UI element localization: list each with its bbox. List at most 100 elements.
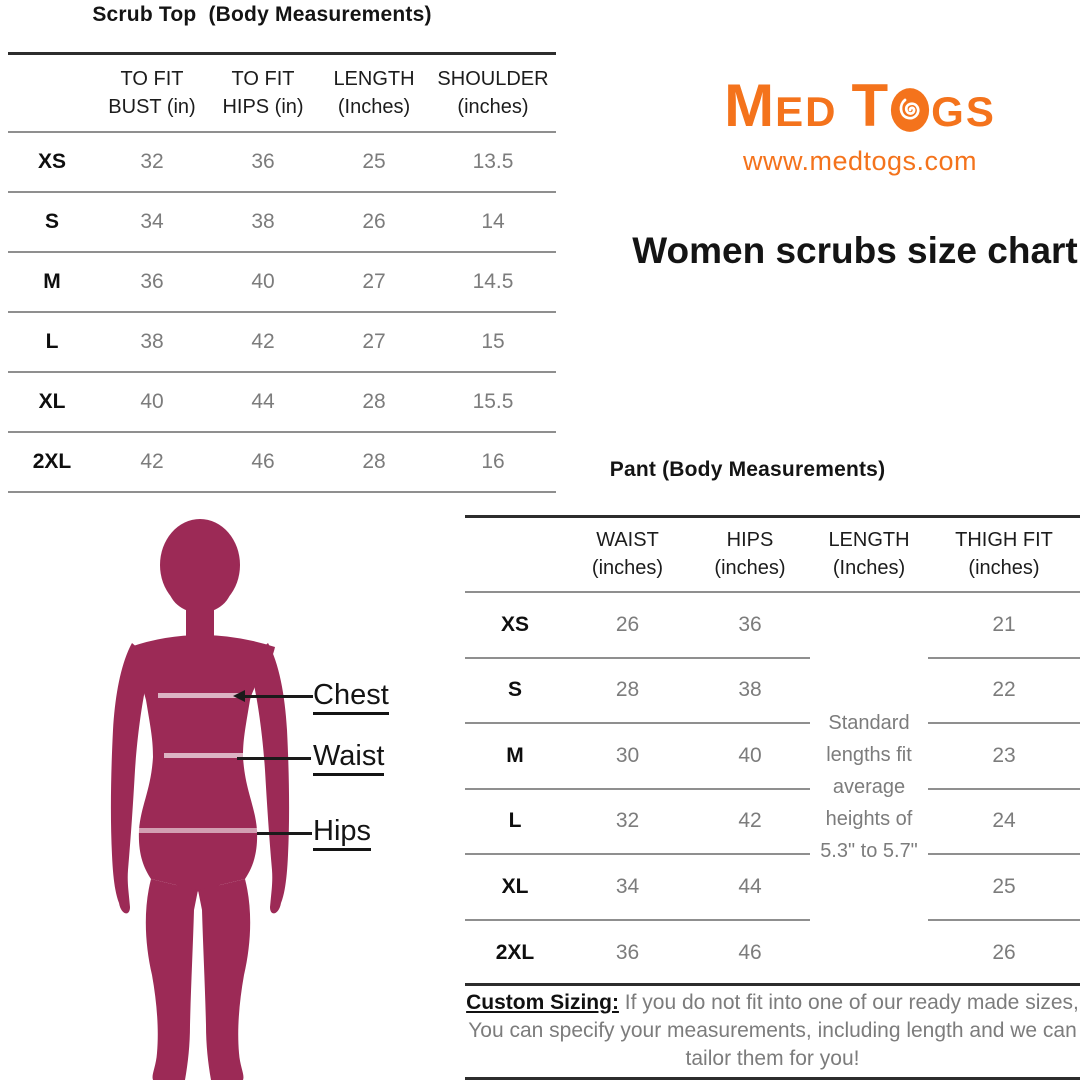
waist-cell: 34 — [565, 855, 690, 921]
hips-pointer-line — [257, 832, 312, 835]
value-cell: 34 — [140, 210, 164, 233]
waist-cell: 32 — [565, 790, 690, 855]
brand-url: www.medtogs.com — [742, 146, 978, 176]
pant-row: M 30 40 23 — [465, 724, 1080, 790]
size-label: XL — [38, 390, 66, 413]
scrub-top-row: S 34 38 26 14 — [8, 193, 556, 253]
hips-cell: 44 — [690, 855, 810, 921]
hips-cell: 38 — [690, 659, 810, 724]
value-cell: 27 — [362, 270, 386, 293]
logo-letter-t: T — [851, 72, 890, 139]
pant-body: XS 26 36 21 S 28 38 22 M 30 40 23 L 32 42 24 XL 34 44 25 2XL… — [465, 593, 1080, 986]
value-cell: 14 — [481, 210, 505, 233]
custom-sizing-text: If you do not fit into one of our ready … — [468, 991, 1079, 1070]
custom-sizing-label: Custom Sizing: — [466, 991, 619, 1014]
scrub-top-table: TO FIT BUST (in) TO FIT HIPS (in) LENGTH (Inc… — [8, 52, 556, 493]
scrub-top-row: 2XL 42 46 28 16 — [8, 433, 556, 493]
pant-title: Pant (Body Measurements) — [609, 458, 886, 481]
value-cell: 16 — [481, 450, 505, 473]
hips-cell: 46 — [738, 941, 762, 965]
value-cell: 44 — [251, 390, 275, 413]
waist-band — [164, 753, 257, 758]
pant-header-row: WAIST (inches) HIPS (inches) LENGTH (Inches) T… — [465, 518, 1080, 593]
size-label: L — [45, 330, 59, 353]
value-cell: 26 — [362, 210, 386, 233]
waist-label: Waist — [313, 740, 385, 776]
pant-row: 2XL 36 46 26 — [465, 921, 1080, 987]
chest-arrow-icon — [233, 690, 245, 702]
value-cell: 42 — [251, 330, 275, 353]
waist-cell: 30 — [565, 724, 690, 790]
scrub-top-body: XS 32 36 25 13.5 S 34 38 26 14 M 36 40 27 14.5 L 38 42 27 1… — [8, 133, 556, 493]
page-title: Women scrubs size chart — [632, 230, 1078, 271]
medtogs-logo: MED T GS — [640, 74, 1080, 154]
logo-letters-ed: ED — [775, 88, 838, 135]
pant-row: XS 26 36 21 — [465, 593, 1080, 659]
value-cell: 27 — [362, 330, 386, 353]
thigh-cell: 26 — [992, 941, 1016, 965]
pant-row: S 28 38 22 — [465, 659, 1080, 724]
custom-sizing-note: Custom Sizing: If you do not fit into on… — [465, 983, 1080, 1080]
pant-header-3: THIGH FIT (inches) — [955, 529, 1053, 579]
scrub-top-header-row: TO FIT BUST (in) TO FIT HIPS (in) LENGTH (Inc… — [8, 55, 556, 133]
value-cell: 25 — [362, 150, 386, 173]
hips-cell: 42 — [690, 790, 810, 855]
length-note: Standard lengths fit average heights of … — [820, 711, 918, 862]
value-cell: 32 — [140, 150, 164, 173]
size-label: 2XL — [495, 941, 535, 965]
value-cell: 15.5 — [472, 390, 514, 413]
thigh-cell: 25 — [928, 855, 1080, 921]
scrub-top-header-1: TO FIT HIPS (in) — [222, 68, 304, 118]
pant-row: XL 34 44 25 — [465, 855, 1080, 921]
scrub-top-row: XS 32 36 25 13.5 — [8, 133, 556, 193]
empty-corner-cell — [465, 526, 565, 591]
value-cell: 40 — [251, 270, 275, 293]
value-cell: 36 — [140, 270, 164, 293]
thigh-cell: 23 — [928, 724, 1080, 790]
value-cell: 13.5 — [472, 150, 514, 173]
chest-pointer-line — [244, 695, 313, 698]
hips-label: Hips — [313, 815, 372, 851]
value-cell: 46 — [251, 450, 275, 473]
size-label: XL — [465, 855, 565, 921]
value-cell: 28 — [362, 390, 386, 413]
pant-row: L 32 42 24 — [465, 790, 1080, 855]
chest-band — [158, 693, 244, 698]
size-label: M — [43, 270, 61, 293]
thigh-cell: 24 — [928, 790, 1080, 855]
waist-pointer-line — [237, 757, 311, 760]
thigh-cell: 21 — [928, 593, 1080, 659]
size-label: 2XL — [32, 450, 72, 473]
scrub-top-row: L 38 42 27 15 — [8, 313, 556, 373]
value-cell: 42 — [140, 450, 164, 473]
logo-letters-gs: GS — [931, 88, 996, 135]
spiral-o-icon — [891, 88, 930, 132]
size-label: S — [44, 210, 59, 233]
value-cell: 14.5 — [472, 270, 514, 293]
scrub-top-header-2: LENGTH (Inches) — [333, 68, 415, 118]
chest-label: Chest — [313, 679, 389, 715]
scrub-top-header-3: SHOULDER (inches) — [437, 68, 549, 118]
waist-cell: 28 — [565, 659, 690, 724]
size-label: XS — [465, 593, 565, 659]
scrub-top-header-0: TO FIT BUST (in) — [108, 68, 196, 118]
waist-cell: 26 — [565, 593, 690, 659]
empty-corner-cell — [8, 65, 96, 131]
pant-header-1: HIPS (inches) — [714, 529, 786, 579]
hips-cell: 40 — [690, 724, 810, 790]
logo-letter-m: M — [724, 72, 776, 139]
size-label: XS — [37, 150, 66, 173]
waist-cell: 36 — [615, 941, 640, 965]
size-label: M — [465, 724, 565, 790]
size-label: L — [465, 790, 565, 855]
value-cell: 36 — [251, 150, 275, 173]
value-cell: 28 — [362, 450, 386, 473]
pant-header-0: WAIST (inches) — [591, 529, 664, 579]
value-cell: 40 — [140, 390, 164, 413]
scrub-top-row: M 36 40 27 14.5 — [8, 253, 556, 313]
value-cell: 15 — [481, 330, 505, 353]
value-cell: 38 — [251, 210, 275, 233]
female-silhouette — [110, 519, 290, 1080]
scrub-top-row: XL 40 44 28 15.5 — [8, 373, 556, 433]
